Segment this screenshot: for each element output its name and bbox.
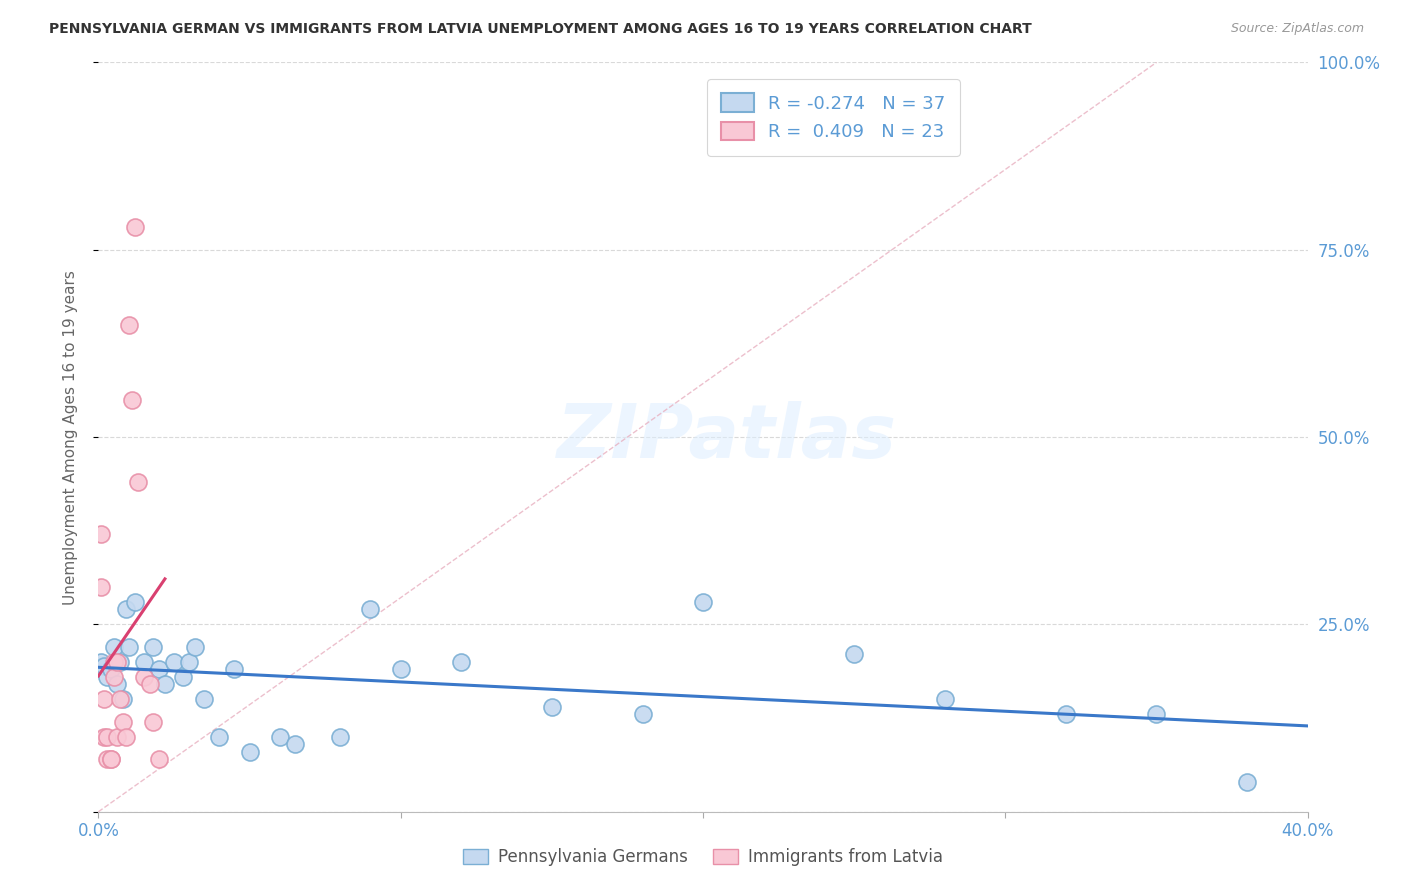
Point	[844, 648, 866, 662]
Point	[360, 602, 382, 616]
Point	[118, 318, 141, 332]
Point	[148, 752, 170, 766]
Point	[105, 730, 128, 744]
Point	[90, 655, 112, 669]
Point	[103, 640, 125, 654]
Point	[631, 707, 654, 722]
Point	[108, 655, 131, 669]
Point	[389, 662, 412, 676]
Point	[108, 692, 131, 706]
Y-axis label: Unemployment Among Ages 16 to 19 years: Unemployment Among Ages 16 to 19 years	[63, 269, 77, 605]
Point	[132, 655, 155, 669]
Point	[93, 730, 115, 744]
Point	[139, 677, 162, 691]
Point	[163, 655, 186, 669]
Point	[114, 602, 136, 616]
Point	[100, 752, 122, 766]
Point	[124, 595, 146, 609]
Point	[224, 662, 246, 676]
Point	[692, 595, 714, 609]
Point	[172, 670, 194, 684]
Point	[1144, 707, 1167, 722]
Point	[934, 692, 956, 706]
Point	[111, 692, 134, 706]
Point	[114, 730, 136, 744]
Point	[142, 714, 165, 729]
Point	[96, 670, 118, 684]
Point	[450, 655, 472, 669]
Point	[540, 699, 562, 714]
Point	[100, 662, 122, 676]
Point	[269, 730, 291, 744]
Point	[121, 392, 143, 407]
Point	[103, 670, 125, 684]
Point	[179, 655, 201, 669]
Point	[96, 730, 118, 744]
Legend: Pennsylvania Germans, Immigrants from Latvia: Pennsylvania Germans, Immigrants from La…	[457, 842, 949, 873]
Point	[100, 752, 122, 766]
Point	[118, 640, 141, 654]
Point	[148, 662, 170, 676]
Point	[184, 640, 207, 654]
Point	[93, 692, 115, 706]
Point	[103, 655, 125, 669]
Text: PENNSYLVANIA GERMAN VS IMMIGRANTS FROM LATVIA UNEMPLOYMENT AMONG AGES 16 TO 19 Y: PENNSYLVANIA GERMAN VS IMMIGRANTS FROM L…	[49, 22, 1032, 37]
Point	[93, 658, 115, 673]
Point	[1236, 774, 1258, 789]
Point	[153, 677, 176, 691]
Point	[142, 640, 165, 654]
Point	[90, 527, 112, 541]
Point	[105, 677, 128, 691]
Point	[193, 692, 215, 706]
Point	[124, 220, 146, 235]
Point	[111, 714, 134, 729]
Point	[239, 745, 262, 759]
Point	[329, 730, 352, 744]
Text: ZIPatlas: ZIPatlas	[557, 401, 897, 474]
Legend: R = -0.274   N = 37, R =  0.409   N = 23: R = -0.274 N = 37, R = 0.409 N = 23	[707, 79, 960, 155]
Point	[132, 670, 155, 684]
Point	[284, 737, 307, 751]
Point	[1054, 707, 1077, 722]
Point	[90, 580, 112, 594]
Point	[96, 752, 118, 766]
Point	[105, 655, 128, 669]
Text: Source: ZipAtlas.com: Source: ZipAtlas.com	[1230, 22, 1364, 36]
Point	[127, 475, 149, 489]
Point	[208, 730, 231, 744]
